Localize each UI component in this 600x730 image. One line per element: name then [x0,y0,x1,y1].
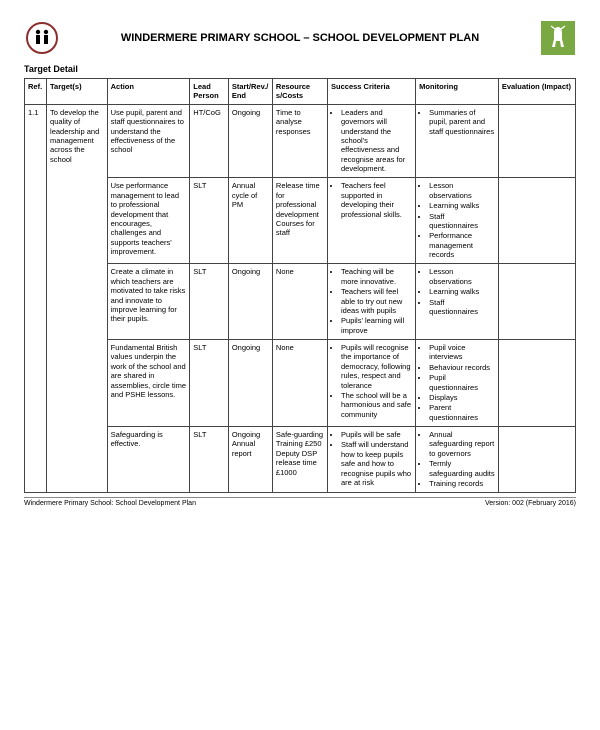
list-item: Staff questionnaires [429,298,495,317]
school-logo-icon [24,20,60,56]
cell-resource: Safe-guarding Training £250 Deputy DSP r… [272,427,327,493]
cell-targets: To develop the quality of leadership and… [47,104,108,493]
list-item: Staff questionnaires [429,212,495,231]
list-item: The school will be a harmonious and safe… [341,391,412,419]
cell-action: Create a climate in which teachers are m… [107,264,190,340]
table-row: Create a climate in which teachers are m… [25,264,576,340]
cell-success: Teachers feel supported in developing th… [328,178,416,264]
cell-action: Safeguarding is effective. [107,427,190,493]
cell-success: Pupils will recognise the importance of … [328,340,416,427]
cell-eval [498,178,575,264]
cell-action: Fundamental British values underpin the … [107,340,190,427]
list-item: Pupils' learning will improve [341,316,412,335]
table-row: Safeguarding is effective.SLTOngoing Ann… [25,427,576,493]
table-row: Fundamental British values underpin the … [25,340,576,427]
cell-success: Teaching will be more innovative.Teacher… [328,264,416,340]
cell-monitor: Annual safeguarding report to governorsT… [416,427,499,493]
col-action: Action [107,79,190,105]
cell-monitor: Pupil voice interviewsBehaviour recordsP… [416,340,499,427]
list-item: Annual safeguarding report to governors [429,430,495,458]
col-start: Start/Rev./End [228,79,272,105]
list-item: Displays [429,393,495,402]
cell-monitor: Lesson observationsLearning walks Staff q… [416,178,499,264]
cell-resource: Release time for professional developmen… [272,178,327,264]
page-title: WINDERMERE PRIMARY SCHOOL – SCHOOL DEVEL… [60,32,540,44]
cell-ref: 1.1 [25,104,47,493]
list-item: Learning walks [429,287,495,296]
section-subtitle: Target Detail [24,64,576,74]
col-eval: Evaluation (Impact) [498,79,575,105]
list-item: Lesson observations [429,181,495,200]
cell-success: Leaders and governors will understand th… [328,104,416,178]
cell-start: Ongoing [228,340,272,427]
cell-eval [498,427,575,493]
hertfordshire-logo-icon [540,20,576,56]
list-item: Teaching will be more innovative. [341,267,412,286]
list-item: Pupils will recognise the importance of … [341,343,412,390]
table-row: Use performance management to lead to pr… [25,178,576,264]
cell-eval [498,104,575,178]
list-item: Leaders and governors will understand th… [341,108,412,174]
cell-lead: SLT [190,427,229,493]
footer-left: Windermere Primary School: School Develo… [24,500,196,507]
col-targets: Target(s) [47,79,108,105]
development-plan-table: Ref. Target(s) Action Lead Person Start/… [24,78,576,493]
cell-eval [498,264,575,340]
cell-action: Use pupil, parent and staff questionnair… [107,104,190,178]
list-item: Learning walks [429,201,495,210]
col-monitor: Monitoring [416,79,499,105]
list-item: Staff will understand how to keep pupils… [341,440,412,487]
cell-monitor: Lesson observationsLearning walks Staff q… [416,264,499,340]
list-item: Pupils will be safe [341,430,412,439]
list-item: Parent questionnaires [429,403,495,422]
list-item: Teachers feel supported in developing th… [341,181,412,219]
cell-start: Ongoing [228,264,272,340]
document-header: WINDERMERE PRIMARY SCHOOL – SCHOOL DEVEL… [24,20,576,56]
footer-right: Version: 002 (February 2016) [485,500,576,507]
cell-resource: None [272,264,327,340]
col-ref: Ref. [25,79,47,105]
cell-resource: Time to analyse responses [272,104,327,178]
list-item: Teachers will feel able to try out new i… [341,287,412,315]
list-item: Pupil questionnaires [429,373,495,392]
list-item: Pupil voice interviews [429,343,495,362]
list-item: Training records [429,479,495,488]
table-body: 1.1To develop the quality of leadership … [25,104,576,493]
list-item: Termly safeguarding audits [429,459,495,478]
cell-success: Pupils will be safeStaff will understand… [328,427,416,493]
cell-resource: None [272,340,327,427]
cell-lead: HT/CoG [190,104,229,178]
cell-monitor: Summaries of pupil, parent and staff que… [416,104,499,178]
cell-action: Use performance management to lead to pr… [107,178,190,264]
cell-lead: SLT [190,340,229,427]
table-header-row: Ref. Target(s) Action Lead Person Start/… [25,79,576,105]
list-item: Performance management records [429,231,495,259]
col-success: Success Criteria [328,79,416,105]
cell-lead: SLT [190,178,229,264]
list-item: Summaries of pupil, parent and staff que… [429,108,495,136]
col-resource: Resource s/Costs [272,79,327,105]
list-item: Lesson observations [429,267,495,286]
document-footer: Windermere Primary School: School Develo… [24,497,576,507]
col-lead: Lead Person [190,79,229,105]
cell-start: Annual cycle of PM [228,178,272,264]
cell-lead: SLT [190,264,229,340]
cell-start: Ongoing Annual report [228,427,272,493]
table-row: 1.1To develop the quality of leadership … [25,104,576,178]
cell-start: Ongoing [228,104,272,178]
list-item: Behaviour records [429,363,495,372]
cell-eval [498,340,575,427]
